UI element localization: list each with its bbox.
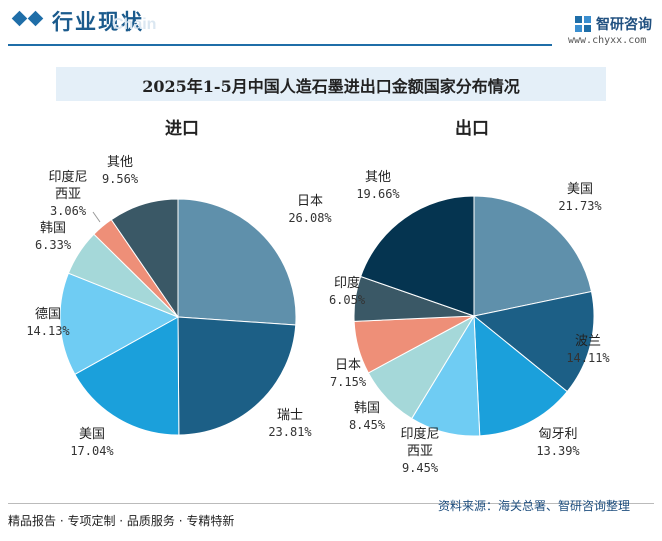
pie-slice — [74, 316, 180, 436]
slice-label: 其他 9.56% — [102, 155, 139, 186]
import-chart-title: 进口 — [165, 119, 199, 139]
logo-icon — [575, 16, 591, 32]
leader-line — [92, 211, 101, 223]
import-pie — [59, 198, 297, 436]
slice-label: 日本 26.08% — [288, 194, 332, 225]
header-divider — [8, 44, 552, 46]
pie-slice — [360, 195, 475, 317]
pie-slice — [472, 290, 595, 393]
slice-labels: 日本 26.08%瑞士 23.81%美国 17.04%德国 14.13%韩国 6.33%印… — [26, 155, 610, 475]
slice-label: 匈牙利 13.39% — [536, 427, 580, 458]
pie-slice — [110, 198, 179, 319]
pie-slice — [59, 272, 180, 376]
title-banner — [56, 67, 606, 101]
footer-tagline: 精品报告 · 专项定制 · 品质服务 · 专精特新 — [8, 514, 235, 528]
pie-slice — [177, 198, 297, 326]
pie-slice — [473, 314, 568, 437]
logo-url: www.chyxx.com — [568, 35, 647, 46]
source-note: 资料来源：海关总署、智研咨询整理 — [438, 499, 631, 513]
section-title: 行业现状 — [52, 10, 144, 34]
export-pie — [353, 195, 595, 437]
pie-slice — [177, 316, 297, 436]
chart-title: 2025年1-5月中国人造石墨进出口金额国家分布情况 — [142, 77, 520, 96]
slice-label: 瑞士 23.81% — [268, 408, 312, 439]
slice-label: 德国 14.13% — [26, 307, 70, 338]
export-chart-title: 出口 — [455, 118, 489, 139]
slice-label: 日本 7.15% — [330, 358, 367, 389]
slice-label: 其他 19.66% — [356, 170, 400, 201]
slice-label: 美国 17.04% — [70, 427, 114, 458]
section-subtitle: Chain — [112, 16, 157, 33]
slice-label: 韩国 8.45% — [349, 401, 386, 432]
slice-label: 印度尼西亚 3.06% — [48, 169, 87, 218]
header: 行业现状 Chain 智研咨询 www.chyxx.com — [0, 0, 662, 46]
footer-divider — [8, 503, 654, 504]
logo-text: 智研咨询 — [596, 17, 652, 33]
slice-label: 印度尼西亚 9.45% — [400, 426, 439, 475]
pie-slice — [473, 195, 593, 317]
slice-label: 韩国 6.33% — [35, 221, 72, 252]
slice-label: 印度 6.05% — [329, 275, 366, 307]
slice-label: 波兰 14.11% — [566, 334, 610, 365]
slice-label: 美国 21.73% — [558, 182, 602, 213]
